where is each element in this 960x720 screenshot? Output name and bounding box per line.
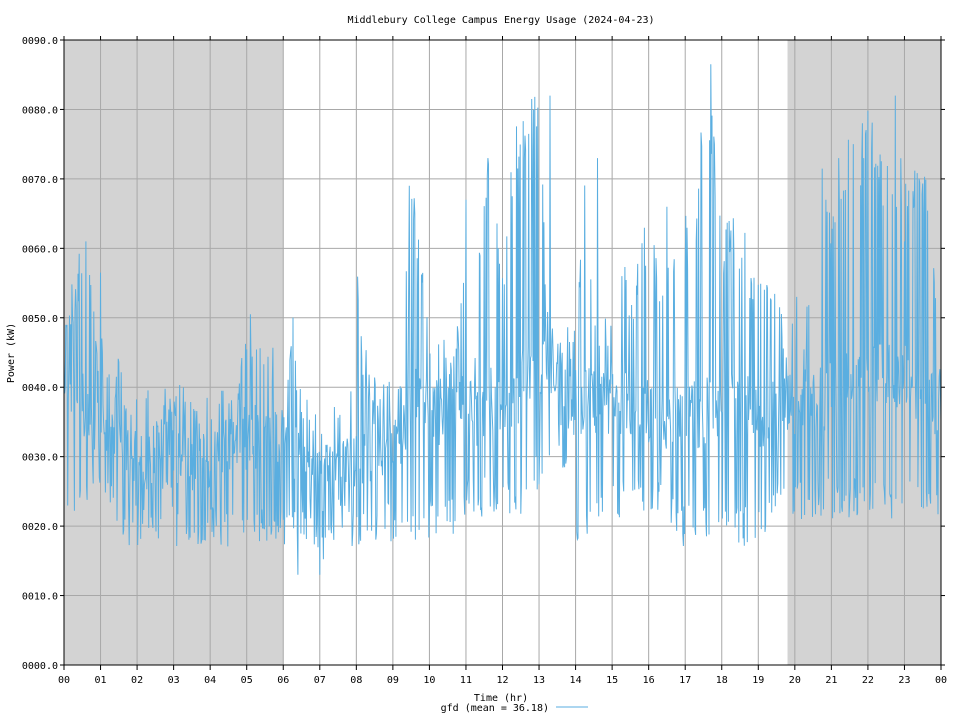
x-tick-label: 07 — [314, 675, 326, 686]
x-tick-label: 08 — [350, 675, 362, 686]
x-tick-label: 19 — [752, 675, 764, 686]
x-axis-label: Time (hr) — [474, 693, 528, 704]
x-tick-label: 11 — [460, 675, 472, 686]
x-tick-label: 03 — [168, 675, 180, 686]
x-tick-label: 18 — [716, 675, 728, 686]
series-line — [63, 64, 942, 575]
x-axis-ticks: 00 01 02 03 04 05 06 07 08 09 10 11 12 13 14 15 16 17 18 19… — [58, 36, 947, 686]
x-tick-label: 00 — [935, 675, 947, 686]
x-tick-label: 14 — [570, 675, 582, 686]
legend-label: gfd (mean = 36.18) — [441, 703, 549, 714]
legend: gfd (mean = 36.18) — [441, 703, 588, 714]
x-tick-label: 10 — [423, 675, 435, 686]
chart-title: Middlebury College Campus Energy Usage (… — [347, 15, 654, 26]
x-tick-label: 13 — [533, 675, 545, 686]
x-tick-label: 21 — [825, 675, 837, 686]
x-tick-label: 09 — [387, 675, 399, 686]
y-tick-label: 0060.0 — [22, 244, 58, 255]
x-tick-label: 05 — [241, 675, 253, 686]
y-tick-label: 0090.0 — [22, 36, 58, 47]
x-tick-label: 00 — [58, 675, 70, 686]
x-tick-label: 12 — [496, 675, 508, 686]
x-tick-label: 06 — [277, 675, 289, 686]
x-tick-label: 01 — [95, 675, 107, 686]
x-tick-label: 22 — [862, 675, 874, 686]
x-tick-label: 23 — [898, 675, 910, 686]
x-tick-label: 16 — [643, 675, 655, 686]
x-tick-label: 17 — [679, 675, 691, 686]
y-tick-label: 0030.0 — [22, 453, 58, 464]
x-tick-label: 04 — [204, 675, 216, 686]
y-tick-label: 0070.0 — [22, 175, 58, 186]
y-tick-label: 0040.0 — [22, 383, 58, 394]
y-tick-label: 0010.0 — [22, 592, 58, 603]
x-tick-label: 15 — [606, 675, 618, 686]
y-axis-ticks: 0000.0 0010.0 0020.0 0030.0 0040.0 0050.0 0060… — [22, 36, 945, 672]
y-tick-label: 0080.0 — [22, 105, 58, 116]
y-axis-label: Power (kW) — [6, 323, 17, 383]
y-tick-label: 0000.0 — [22, 661, 58, 672]
x-tick-label: 20 — [789, 675, 801, 686]
x-tick-label: 02 — [131, 675, 143, 686]
y-tick-label: 0050.0 — [22, 314, 58, 325]
y-tick-label: 0020.0 — [22, 522, 58, 533]
series-gfd — [63, 64, 942, 575]
